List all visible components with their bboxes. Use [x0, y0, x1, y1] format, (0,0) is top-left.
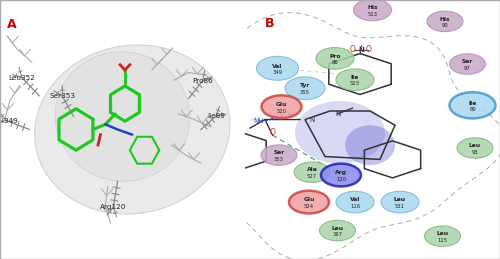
Text: Ser: Ser	[462, 59, 473, 64]
Text: Val: Val	[272, 63, 282, 69]
Text: Ser: Ser	[274, 150, 284, 155]
Circle shape	[294, 162, 330, 182]
Text: Leu352: Leu352	[8, 75, 36, 81]
Text: N: N	[335, 111, 340, 117]
Circle shape	[285, 77, 325, 100]
Circle shape	[256, 56, 298, 80]
Text: Val349: Val349	[0, 118, 19, 124]
Text: 93: 93	[472, 150, 478, 155]
Text: N: N	[310, 117, 315, 123]
Text: 524: 524	[304, 204, 314, 209]
Text: 120: 120	[336, 177, 346, 182]
Text: Ile: Ile	[468, 100, 476, 105]
Text: Pro86: Pro86	[192, 77, 213, 84]
Circle shape	[261, 145, 297, 165]
Text: Leu: Leu	[332, 226, 344, 231]
Circle shape	[450, 54, 486, 74]
Text: 116: 116	[350, 204, 360, 209]
Text: Leu: Leu	[394, 197, 406, 202]
Circle shape	[320, 220, 356, 241]
Text: B: B	[265, 17, 274, 30]
Text: Tyr: Tyr	[300, 83, 310, 89]
Text: 89: 89	[469, 107, 476, 112]
Circle shape	[336, 191, 374, 213]
Circle shape	[457, 138, 493, 158]
Text: O: O	[350, 45, 356, 54]
Circle shape	[262, 95, 302, 118]
Text: Arg: Arg	[335, 170, 347, 175]
Text: Ala: Ala	[306, 167, 318, 172]
Text: N: N	[358, 47, 364, 53]
Circle shape	[450, 92, 496, 118]
Text: 97: 97	[464, 66, 471, 71]
Text: Val: Val	[350, 197, 360, 202]
Text: 513: 513	[368, 12, 378, 17]
Text: His: His	[440, 17, 450, 21]
Text: NH: NH	[254, 118, 264, 124]
Circle shape	[381, 191, 419, 213]
Text: His: His	[367, 5, 378, 10]
Text: Ile89: Ile89	[207, 113, 225, 119]
Text: 520: 520	[276, 109, 286, 113]
Circle shape	[427, 11, 463, 32]
Text: 353: 353	[274, 157, 284, 162]
Text: Ser353: Ser353	[50, 93, 76, 99]
Text: 349: 349	[272, 70, 282, 75]
Text: Ile: Ile	[351, 75, 359, 80]
Text: 90: 90	[442, 23, 448, 28]
Text: A: A	[8, 18, 17, 31]
Text: 367: 367	[332, 232, 342, 237]
Ellipse shape	[55, 52, 190, 181]
Text: +: +	[358, 45, 364, 49]
Text: 527: 527	[307, 174, 317, 179]
Text: Glu: Glu	[304, 197, 314, 202]
Circle shape	[316, 48, 354, 69]
Circle shape	[354, 0, 392, 21]
Text: O: O	[270, 128, 276, 138]
Text: Pro: Pro	[329, 54, 341, 59]
Ellipse shape	[34, 45, 230, 214]
Text: Leu: Leu	[469, 143, 481, 148]
Ellipse shape	[345, 125, 395, 165]
Text: Glu: Glu	[276, 102, 287, 107]
Circle shape	[321, 164, 361, 186]
Text: 523: 523	[350, 82, 360, 87]
Text: Arg120: Arg120	[100, 204, 126, 210]
Text: O: O	[366, 45, 372, 54]
Circle shape	[424, 226, 460, 247]
Text: 115: 115	[438, 238, 448, 243]
Ellipse shape	[295, 101, 385, 164]
Text: Leu: Leu	[436, 232, 448, 236]
Circle shape	[289, 191, 329, 213]
Text: 86: 86	[332, 60, 338, 65]
Text: H: H	[288, 112, 292, 118]
Text: 355: 355	[300, 90, 310, 95]
Circle shape	[336, 69, 374, 90]
Text: 531: 531	[395, 204, 405, 209]
